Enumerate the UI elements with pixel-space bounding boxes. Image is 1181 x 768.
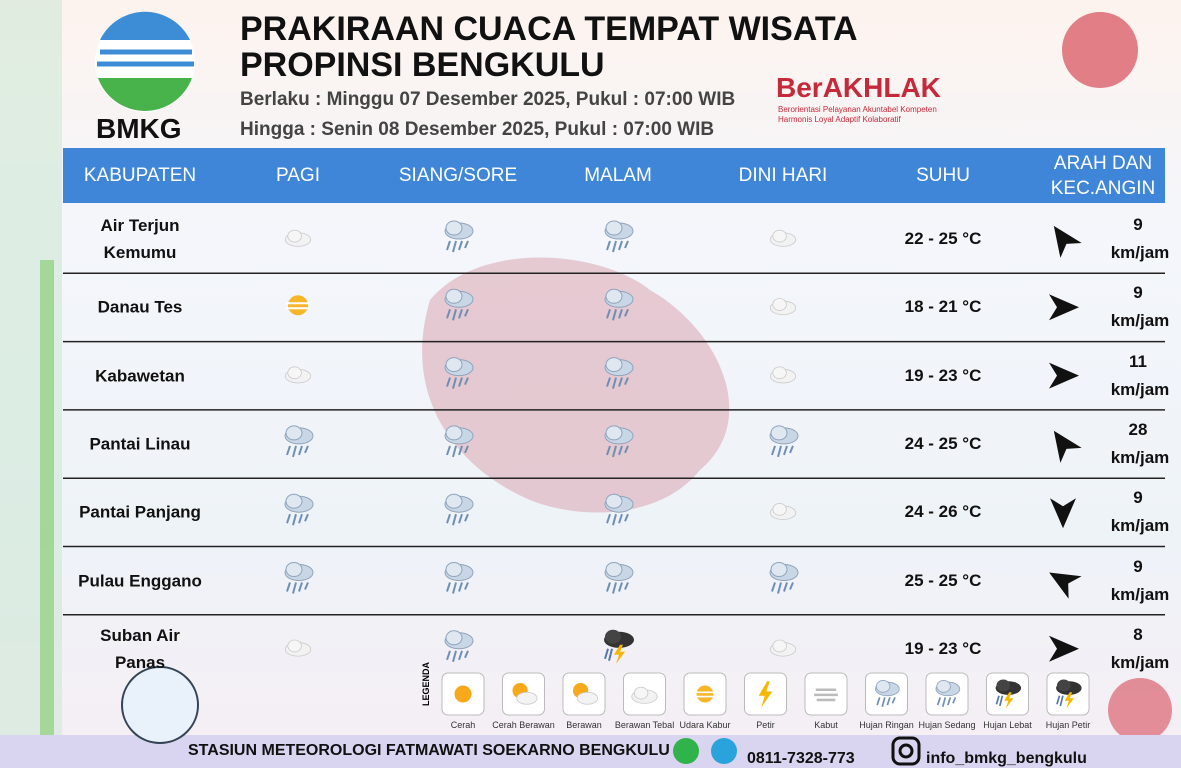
instagram: info_bmkg_bengkulu	[926, 750, 1087, 767]
legend-label: Berawan	[566, 720, 602, 730]
wind-speed: 9	[1133, 556, 1143, 576]
weather-icon	[604, 561, 634, 595]
wind-direction	[1049, 362, 1079, 389]
weather-icon	[769, 366, 797, 384]
wind-direction	[1049, 294, 1079, 321]
weather-icon	[444, 629, 474, 663]
legend-label: Cerah Berawan	[492, 720, 555, 730]
column-header: KABUPATEN	[83, 165, 197, 186]
wind-direction	[1050, 498, 1076, 529]
wind-speed: 9	[1133, 215, 1143, 234]
title-line-2: PROPINSI BENGKULU	[240, 46, 605, 84]
legend-label: Hujan Lebat	[983, 720, 1032, 730]
legend-label: Petir	[756, 720, 775, 730]
wind-direction	[1043, 218, 1082, 258]
legend-label: Kabut	[814, 720, 838, 730]
temperature: 25 - 25 °C	[904, 570, 982, 590]
location-name: Suban Air Panas	[100, 625, 180, 672]
wind-unit: km/jam	[1110, 243, 1170, 262]
wind-direction	[1049, 635, 1079, 662]
wind-speed: 9	[1133, 283, 1143, 303]
berakhlak-line: Berorientasi Pelayanan Akuntabel Kompete…	[778, 105, 937, 114]
weather-icon	[284, 639, 312, 657]
legend-label: Udara Kabur	[679, 720, 731, 730]
weather-icon	[603, 628, 635, 665]
legend-label: Hujan Petir	[1045, 720, 1091, 730]
location-name: Pulau Enggano	[78, 571, 202, 590]
wind-unit: km/jam	[1110, 379, 1170, 399]
wind-speed: 9	[1133, 488, 1143, 508]
location-name: Pantai Panjang	[79, 502, 201, 522]
weather-icon	[285, 294, 311, 317]
weather-icon	[769, 561, 799, 595]
wind-unit: km/jam	[1110, 652, 1170, 672]
location-name: Pantai Linau	[89, 434, 191, 454]
wind-speed: 28	[1128, 419, 1148, 439]
valid-from: Berlaku : Minggu 07 Desember 2025, Pukul…	[240, 89, 736, 110]
location-name: Kabawetan	[95, 366, 185, 386]
weather-icon	[444, 220, 474, 253]
column-header: SUHU	[916, 165, 970, 186]
weather-icon	[284, 561, 314, 595]
wind-unit: km/jam	[1110, 447, 1170, 467]
wind-unit: km/jam	[1110, 311, 1170, 331]
title-line-1: PRAKIRAAN CUACA TEMPAT WISATA	[240, 10, 858, 48]
phone: 0811-7328-773	[747, 750, 855, 767]
weather-icon	[604, 493, 634, 527]
weather-icon	[769, 639, 797, 657]
legend-label: Berawan Tebal	[614, 720, 675, 730]
weather-icon	[769, 297, 797, 316]
logo-text: BMKG	[96, 113, 182, 144]
wind-unit: km/jam	[1110, 516, 1170, 536]
wind-unit: km/jam	[1110, 584, 1170, 604]
location-name: Air Terjun Kemumu	[100, 216, 180, 262]
berakhlak: BerAKHLAK	[776, 72, 941, 103]
temperature: 22 - 25 °C	[904, 229, 982, 248]
weather-icon	[769, 229, 797, 247]
legend-label: Hujan Ringan	[859, 720, 914, 730]
weather-icon	[769, 502, 797, 521]
valid-to: Hingga : Senin 08 Desember 2025, Pukul :…	[240, 119, 715, 140]
temperature: 19 - 23 °C	[904, 638, 982, 658]
temperature: 19 - 23 °C	[904, 365, 982, 385]
temperature: 18 - 21 °C	[904, 297, 982, 317]
legend-title: LEGENDA	[421, 661, 431, 706]
column-header: DINI HARI	[738, 165, 828, 186]
wind-direction	[1042, 561, 1082, 599]
location-name: Danau Tes	[97, 297, 183, 317]
weather-icon	[284, 424, 314, 458]
column-header: MALAM	[584, 165, 652, 186]
berakhlak-line: Harmonis Loyal Adaptif Kolaboratif	[778, 115, 901, 124]
wind-speed: 8	[1133, 624, 1143, 644]
temperature: 24 - 25 °C	[904, 433, 982, 453]
legend-icon	[454, 685, 472, 703]
column-header: PAGI	[276, 165, 320, 186]
weather-icon	[284, 493, 314, 527]
weather-icon	[769, 424, 799, 458]
weather-icon	[604, 220, 634, 253]
column-header: SIANG/SORE	[398, 165, 518, 186]
station: STASIUN METEOROLOGI FATMAWATI SOEKARNO B…	[188, 742, 670, 759]
legend-label: Cerah	[450, 720, 476, 730]
legend-label: Hujan Sedang	[918, 720, 976, 730]
wind-direction	[1043, 423, 1082, 463]
weather-icon	[444, 561, 474, 595]
column-header: ARAH DAN KEC.ANGIN	[1050, 153, 1156, 199]
weather-icon	[284, 229, 312, 247]
weather-icon	[284, 366, 312, 384]
temperature: 24 - 26 °C	[904, 502, 982, 522]
weather-icon	[444, 493, 474, 527]
wind-speed: 11	[1129, 351, 1147, 371]
